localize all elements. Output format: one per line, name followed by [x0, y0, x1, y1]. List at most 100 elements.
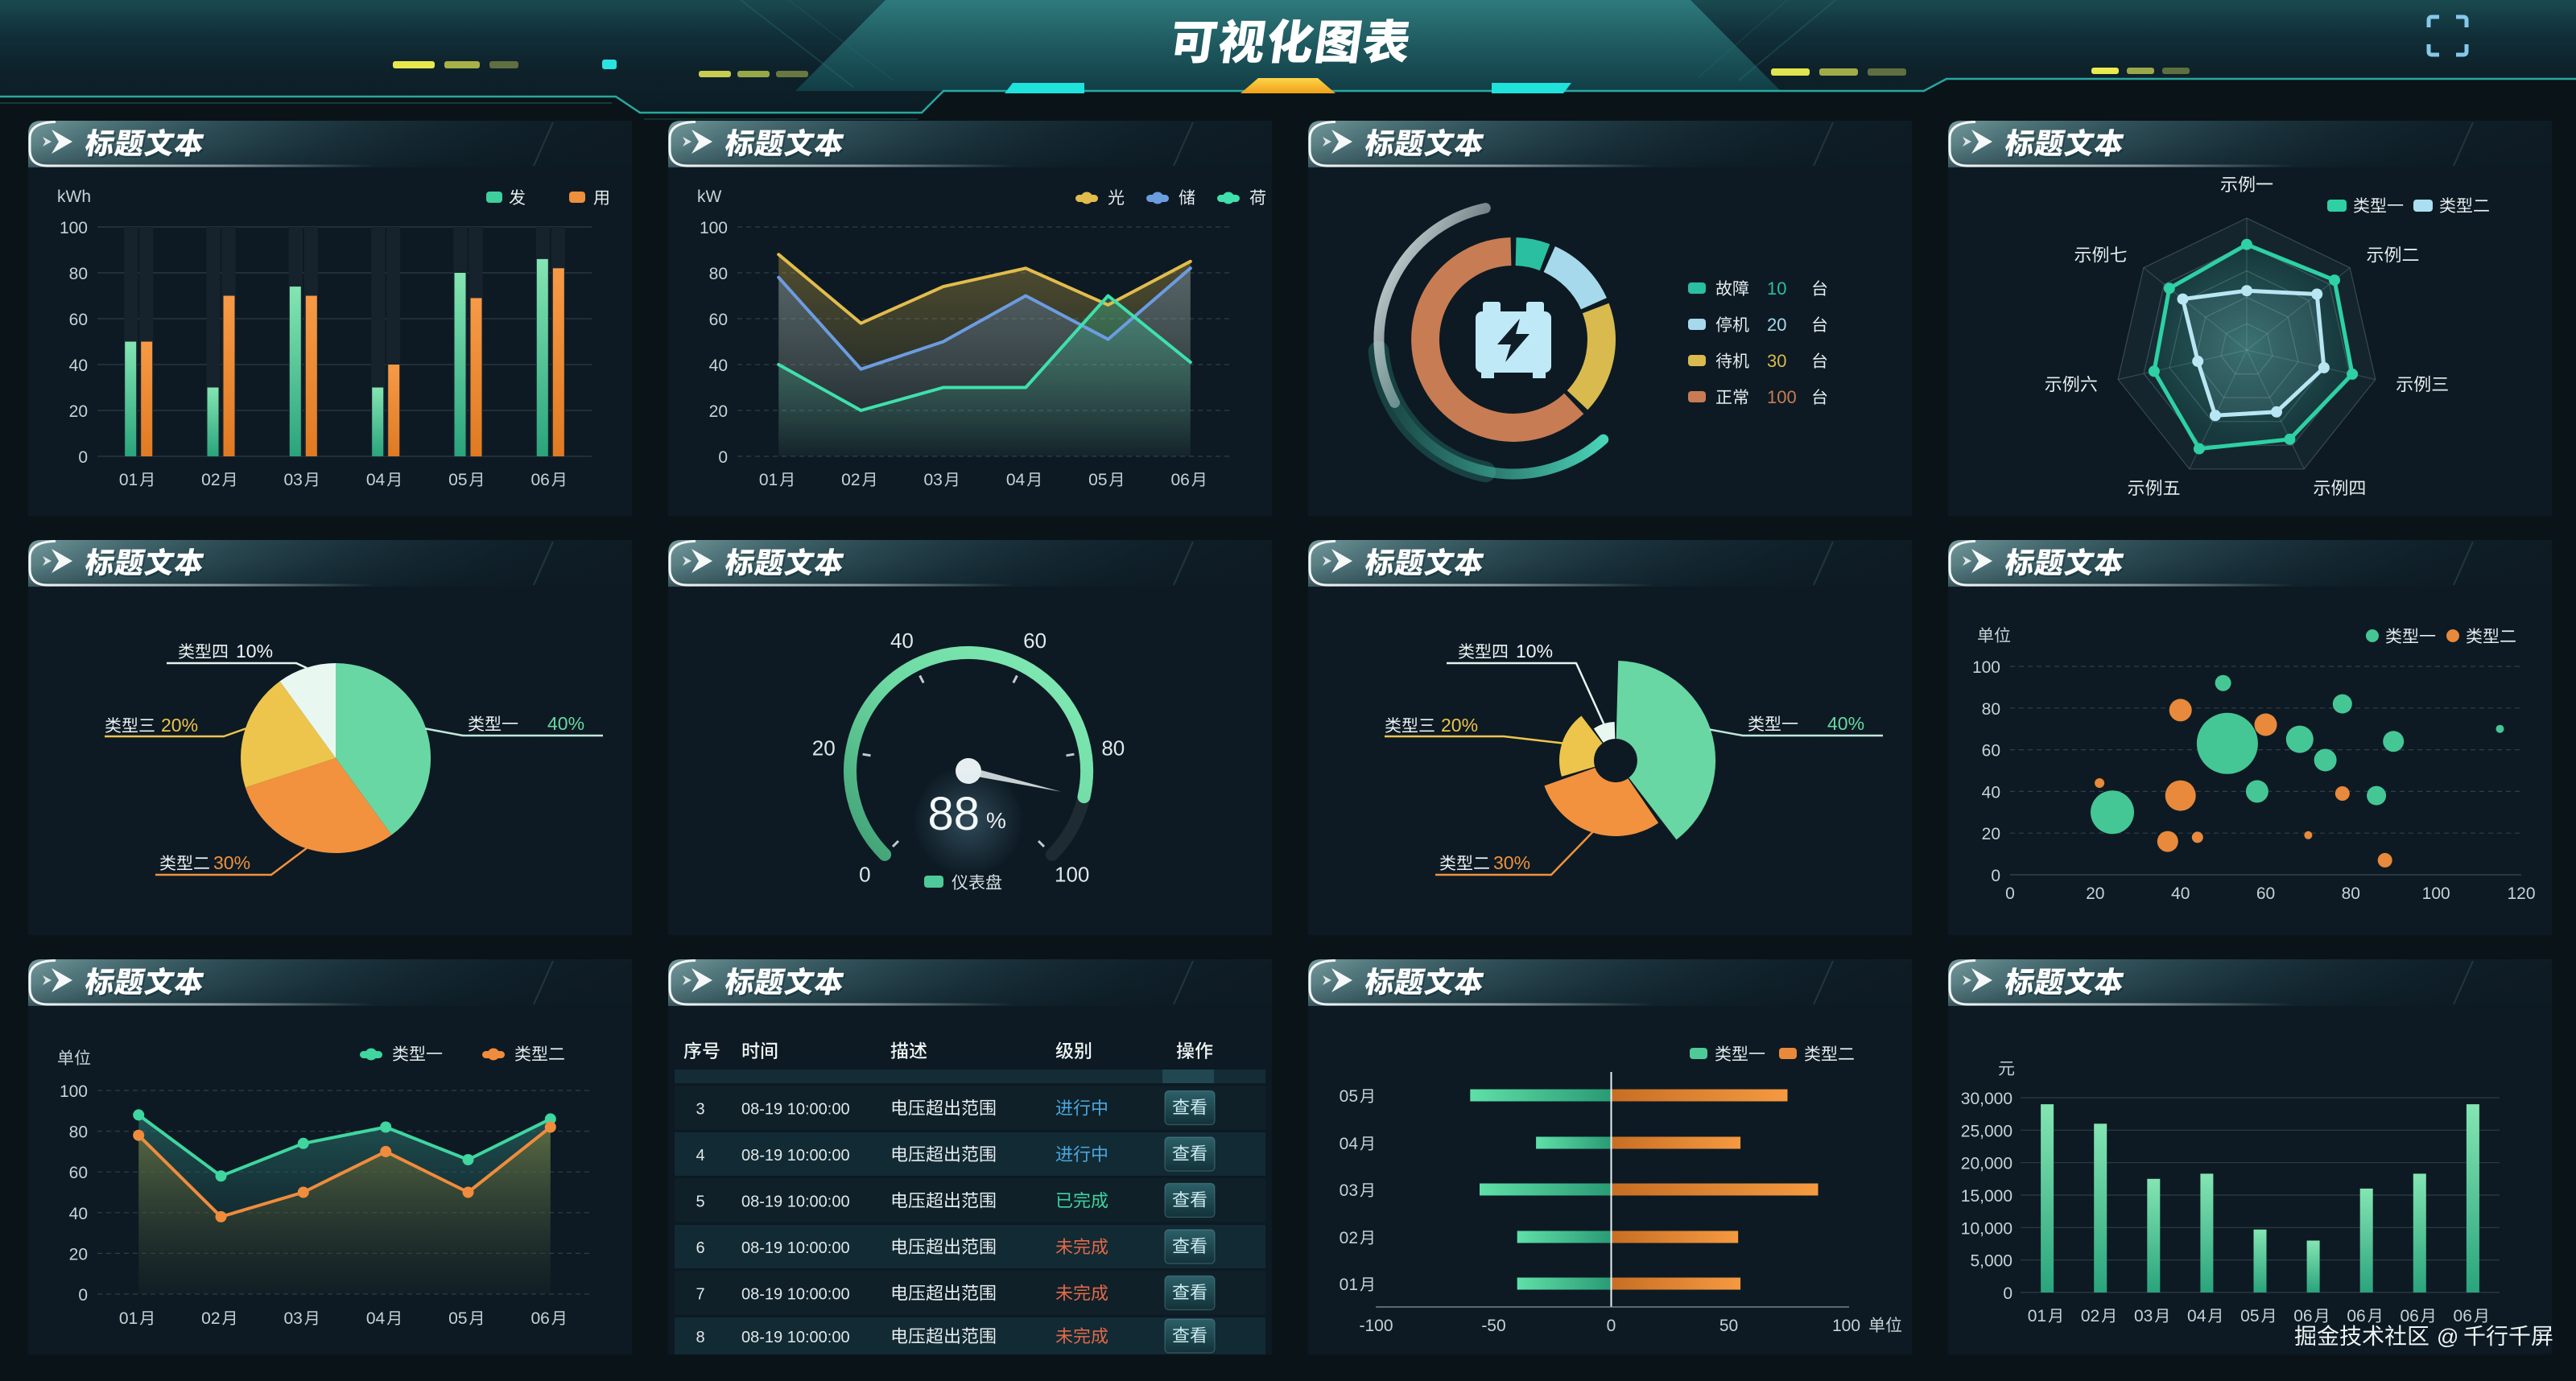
svg-text:08-19 10:00:00: 08-19 10:00:00 — [741, 1193, 850, 1211]
svg-text:10,000: 10,000 — [1961, 1219, 2013, 1238]
svg-text:80: 80 — [1982, 700, 2000, 719]
svg-text:20: 20 — [69, 402, 88, 421]
svg-text:8: 8 — [696, 1329, 704, 1346]
svg-text:03: 03 — [283, 1309, 302, 1328]
svg-text:02: 02 — [1340, 1229, 1358, 1247]
svg-text:0: 0 — [2005, 884, 2015, 903]
svg-text:08-19 10:00:00: 08-19 10:00:00 — [741, 1147, 850, 1165]
svg-text:30: 30 — [1767, 351, 1786, 371]
svg-text:50: 50 — [1719, 1317, 1738, 1335]
svg-text:08-19 10:00:00: 08-19 10:00:00 — [741, 1101, 850, 1119]
svg-text:0: 0 — [78, 448, 88, 467]
svg-text:30,000: 30,000 — [1961, 1090, 2013, 1108]
svg-text:80: 80 — [69, 265, 88, 283]
svg-text:0: 0 — [1991, 867, 2000, 885]
svg-text:10: 10 — [1767, 278, 1786, 299]
svg-text:01: 01 — [119, 1309, 138, 1328]
svg-text:%: % — [986, 808, 1006, 833]
svg-text:100: 100 — [1767, 387, 1797, 407]
svg-text:60: 60 — [69, 311, 88, 329]
svg-text:20: 20 — [812, 736, 836, 761]
svg-text:05: 05 — [448, 1309, 467, 1328]
svg-text:7: 7 — [696, 1286, 704, 1304]
svg-text:08-19 10:00:00: 08-19 10:00:00 — [741, 1329, 850, 1346]
svg-text:0: 0 — [1607, 1317, 1616, 1335]
svg-text:30%: 30% — [213, 852, 250, 873]
svg-text:120: 120 — [2507, 884, 2535, 903]
svg-text:3: 3 — [696, 1101, 704, 1119]
svg-text:05: 05 — [2240, 1307, 2259, 1325]
svg-text:20: 20 — [709, 402, 728, 421]
svg-text:60: 60 — [1023, 629, 1046, 653]
svg-text:0: 0 — [718, 448, 728, 467]
svg-text:04: 04 — [1006, 471, 1026, 489]
svg-text:kW: kW — [697, 188, 722, 206]
svg-text:5,000: 5,000 — [1970, 1252, 2013, 1271]
svg-text:20,000: 20,000 — [1961, 1155, 2013, 1173]
svg-text:08-19 10:00:00: 08-19 10:00:00 — [741, 1286, 850, 1304]
svg-text:05: 05 — [1088, 471, 1107, 489]
svg-text:@: @ — [2437, 1325, 2458, 1349]
svg-text:0: 0 — [78, 1286, 88, 1305]
svg-text:06: 06 — [2293, 1307, 2312, 1325]
svg-text:20%: 20% — [161, 715, 198, 736]
svg-text:40: 40 — [709, 357, 728, 375]
svg-text:40%: 40% — [547, 713, 584, 734]
svg-text:08-19 10:00:00: 08-19 10:00:00 — [741, 1239, 850, 1257]
svg-text:80: 80 — [2342, 884, 2360, 903]
svg-text:06: 06 — [2454, 1307, 2472, 1325]
svg-text:4: 4 — [696, 1147, 704, 1165]
svg-text:88: 88 — [927, 788, 980, 840]
svg-text:04: 04 — [366, 471, 386, 489]
svg-text:30%: 30% — [1493, 852, 1530, 873]
svg-text:100: 100 — [2422, 884, 2450, 903]
svg-text:0: 0 — [859, 863, 870, 887]
svg-text:01: 01 — [2028, 1307, 2046, 1325]
svg-text:80: 80 — [69, 1123, 88, 1142]
svg-text:05: 05 — [448, 471, 467, 489]
svg-text:100: 100 — [1832, 1317, 1860, 1335]
svg-text:100: 100 — [60, 1082, 88, 1101]
svg-text:20%: 20% — [1441, 715, 1478, 736]
svg-text:40: 40 — [890, 629, 914, 653]
svg-text:15,000: 15,000 — [1961, 1187, 2013, 1206]
svg-text:40: 40 — [1982, 783, 2000, 802]
svg-text:10%: 10% — [236, 641, 273, 662]
svg-text:10%: 10% — [1516, 641, 1553, 662]
svg-text:80: 80 — [709, 265, 728, 283]
svg-text:25,000: 25,000 — [1961, 1122, 2013, 1140]
svg-text:0: 0 — [2003, 1284, 2013, 1303]
svg-text:40: 40 — [2171, 884, 2190, 903]
svg-text:6: 6 — [696, 1239, 704, 1257]
svg-text:100: 100 — [60, 219, 88, 237]
svg-text:100: 100 — [700, 219, 728, 237]
svg-text:05: 05 — [1340, 1087, 1358, 1106]
svg-text:01: 01 — [119, 471, 138, 489]
svg-text:03: 03 — [283, 471, 302, 489]
svg-text:01: 01 — [1340, 1276, 1358, 1294]
svg-text:01: 01 — [759, 471, 778, 489]
svg-text:04: 04 — [1340, 1135, 1359, 1153]
svg-text:02: 02 — [841, 471, 860, 489]
svg-text:100: 100 — [1055, 863, 1089, 887]
svg-text:60: 60 — [709, 311, 728, 329]
svg-text:20: 20 — [1767, 315, 1786, 335]
svg-text:40: 40 — [69, 357, 88, 375]
svg-text:kWh: kWh — [57, 188, 91, 206]
svg-text:02: 02 — [201, 471, 220, 489]
svg-text:20: 20 — [69, 1245, 88, 1264]
svg-text:03: 03 — [923, 471, 942, 489]
svg-text:20: 20 — [2086, 884, 2104, 903]
svg-text:03: 03 — [1340, 1181, 1358, 1200]
svg-text:04: 04 — [2187, 1307, 2207, 1325]
svg-text:06: 06 — [1170, 471, 1189, 489]
svg-text:04: 04 — [366, 1309, 386, 1328]
svg-text:06: 06 — [530, 1309, 549, 1328]
svg-text:-100: -100 — [1359, 1317, 1393, 1335]
svg-text:5: 5 — [696, 1193, 704, 1211]
svg-text:03: 03 — [2134, 1307, 2153, 1325]
svg-text:60: 60 — [2256, 884, 2275, 903]
svg-text:80: 80 — [1101, 736, 1125, 761]
svg-text:06: 06 — [2347, 1307, 2365, 1325]
svg-text:100: 100 — [1972, 658, 2000, 677]
